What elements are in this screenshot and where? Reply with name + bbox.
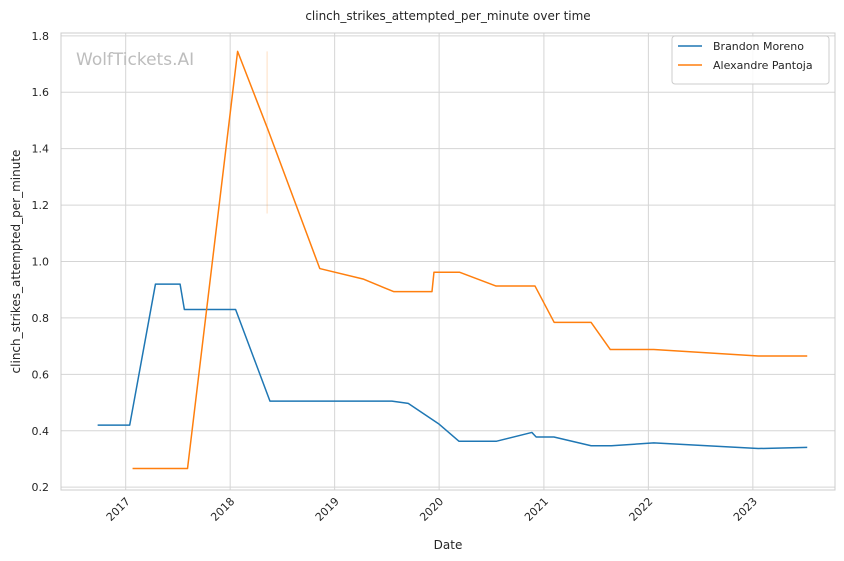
legend-box (671, 35, 830, 85)
y-tick-label: 0.8 (32, 312, 50, 325)
y-tick-label: 1.8 (32, 30, 50, 43)
chart-title: clinch_strikes_attempted_per_minute over… (305, 9, 590, 23)
y-tick-label: 1.2 (32, 199, 50, 212)
plot-frame (60, 32, 836, 491)
y-tick-label: 1.4 (32, 143, 50, 156)
series-line (132, 50, 808, 470)
legend: Brandon Moreno Alexandre Pantoja (671, 35, 830, 85)
y-tick-label: 1.0 (32, 256, 50, 269)
y-axis-title: clinch_strikes_attempted_per_minute (9, 150, 23, 374)
series-lines (97, 50, 808, 470)
y-tick-label: 0.6 (32, 368, 50, 381)
series-line (97, 283, 808, 450)
y-tick-label: 0.4 (32, 425, 50, 438)
y-tick-label: 0.2 (32, 481, 50, 494)
y-axis-ticks: 0.2 0.4 0.6 0.8 1.0 1.2 1.4 1.6 1.8 (32, 30, 50, 494)
x-axis-title: Date (434, 538, 463, 552)
grid (61, 33, 835, 490)
watermark: WolfTickets.AI (76, 50, 194, 70)
legend-label: Brandon Moreno (713, 40, 804, 53)
y-tick-label: 1.6 (32, 86, 50, 99)
legend-label: Alexandre Pantoja (713, 59, 813, 72)
